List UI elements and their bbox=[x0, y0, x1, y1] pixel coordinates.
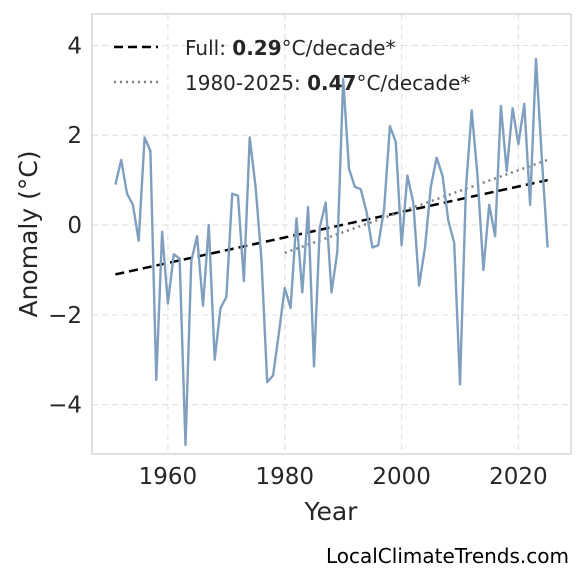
x-tick-label: 1980 bbox=[255, 464, 314, 490]
legend-full-trend-label: Full: 0.29°C/decade* bbox=[185, 36, 396, 60]
legend-full-value: 0.29 bbox=[232, 36, 281, 60]
legend-recent-value: 0.47 bbox=[307, 71, 356, 95]
x-tick-label: 2000 bbox=[372, 464, 431, 490]
anomaly-series-line bbox=[114, 57, 549, 447]
legend-recent-unit: °C/decade* bbox=[356, 71, 470, 95]
y-ticks: −4 −2 0 2 4 bbox=[48, 33, 82, 418]
plot-frame bbox=[91, 13, 572, 455]
x-tick-label: 1960 bbox=[139, 464, 198, 490]
credit-text: LocalClimateTrends.com bbox=[325, 544, 569, 568]
y-tick-label: 2 bbox=[67, 123, 82, 149]
trend-lines bbox=[115, 158, 549, 276]
legend-full-unit: °C/decade* bbox=[282, 36, 396, 60]
x-axis-label: Year bbox=[304, 497, 359, 526]
full-trend-line bbox=[115, 178, 548, 276]
y-tick-label: −4 bbox=[48, 393, 82, 419]
legend-full-label: Full: bbox=[185, 36, 232, 60]
x-tick-label: 2020 bbox=[489, 464, 548, 490]
legend: Full: 0.29°C/decade* 1980-2025: 0.47°C/d… bbox=[114, 36, 470, 95]
y-tick-label: 0 bbox=[67, 213, 82, 239]
recent-trend-line bbox=[284, 158, 549, 255]
legend-recent-label: 1980-2025: bbox=[185, 71, 307, 95]
legend-recent-trend-label: 1980-2025: 0.47°C/decade* bbox=[185, 71, 470, 95]
y-tick-label: −2 bbox=[48, 303, 82, 329]
series-group bbox=[114, 57, 549, 447]
y-tick-label: 4 bbox=[67, 33, 82, 59]
y-axis-label: Anomaly (°C) bbox=[14, 150, 43, 317]
x-ticks: 1960 1980 2000 2020 bbox=[139, 464, 548, 490]
